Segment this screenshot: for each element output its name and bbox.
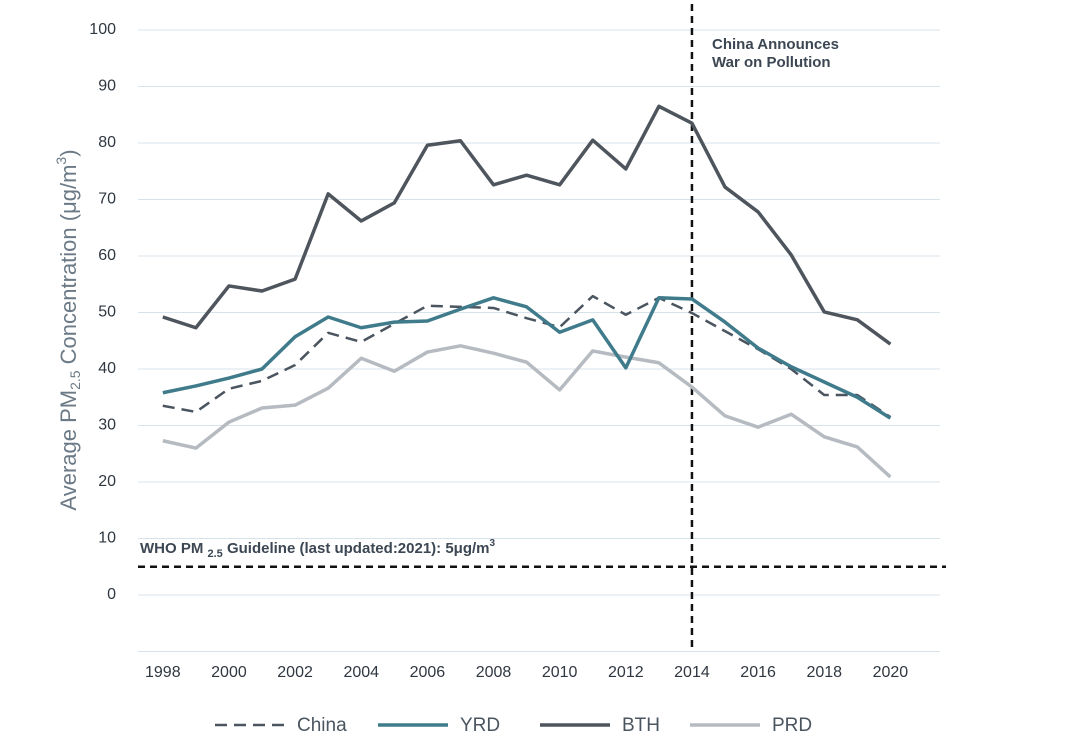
annotation-part: WHO PM	[140, 540, 208, 557]
legend-label: PRD	[772, 715, 812, 736]
y-axis-label: Average PM2.5 Concentration (μg/m3)	[53, 149, 83, 510]
x-tick-label: 2018	[806, 664, 842, 681]
x-tick-label: 2020	[873, 664, 909, 681]
y-tick-label: 40	[98, 360, 116, 377]
y-tick-label: 10	[98, 530, 116, 547]
series-line	[162, 296, 892, 420]
series-line	[162, 104, 892, 346]
y-tick-label: 100	[89, 21, 116, 38]
series-line	[162, 344, 892, 479]
annotation-part: Guideline (last updated:2021): 5μg/m	[223, 540, 490, 557]
x-tick-label: 2014	[674, 664, 710, 681]
x-tick-label: 2016	[740, 664, 776, 681]
annotation-sup: 3	[490, 538, 496, 549]
y-label-sub: 2.5	[67, 370, 83, 390]
annotation-sub: 2.5	[208, 548, 223, 560]
x-tick-label: 2000	[211, 664, 247, 681]
y-tick-label: 60	[98, 247, 116, 264]
y-label-part: )	[56, 149, 81, 156]
y-label-sup: 3	[53, 157, 69, 165]
y-tick-label: 20	[98, 473, 116, 490]
y-tick-label: 50	[98, 304, 116, 321]
y-label-part: Concentration (μg/m	[56, 165, 81, 371]
annotation-text: WHO PM 2.5 Guideline (last updated:2021)…	[140, 538, 496, 560]
x-tick-label: 2004	[343, 664, 379, 681]
x-tick-label: 2012	[608, 664, 644, 681]
y-tick-label: 30	[98, 417, 116, 434]
x-tick-label: 1998	[145, 664, 181, 681]
y-tick-label: 90	[98, 78, 116, 95]
x-tick-label: 2010	[542, 664, 578, 681]
x-tick-label: 2008	[476, 664, 512, 681]
y-tick-label: 80	[98, 134, 116, 151]
legend-label: BTH	[622, 715, 660, 736]
x-tick-label: 2002	[277, 664, 313, 681]
legend-label: China	[297, 715, 347, 736]
annotation-text: War on Pollution	[712, 54, 831, 71]
y-tick-label: 70	[98, 191, 116, 208]
legend-label: YRD	[460, 715, 500, 736]
series-line	[162, 294, 892, 419]
x-tick-label: 2006	[410, 664, 446, 681]
y-tick-label: 0	[107, 586, 116, 603]
y-label-part: Average PM	[56, 390, 81, 511]
annotation-text: China Announces	[712, 36, 839, 53]
